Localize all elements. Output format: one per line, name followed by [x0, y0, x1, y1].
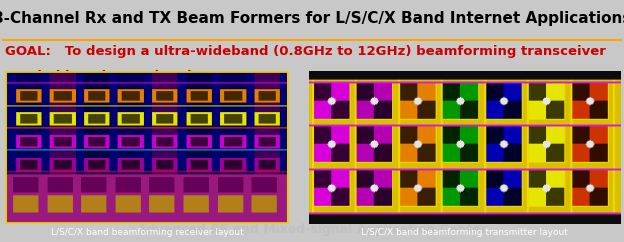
Text: L/S/C/X band beamforming receiver layout: L/S/C/X band beamforming receiver layout — [51, 228, 243, 237]
Text: L/S/C/X band beamforming transmitter layout: L/S/C/X band beamforming transmitter lay… — [361, 228, 568, 237]
Text: Funded by: Linear Signal, LLC: Funded by: Linear Signal, LLC — [5, 70, 228, 83]
Text: Advanced RF and Mixed-signal Application Center: Advanced RF and Mixed-signal Application… — [137, 223, 487, 236]
Text: 8-Channel Rx and TX Beam Formers for L/S/C/X Band Internet Applications: 8-Channel Rx and TX Beam Formers for L/S… — [0, 11, 624, 26]
Text: GOAL:   To design a ultra-wideband (0.8GHz to 12GHz) beamforming transceiver: GOAL: To design a ultra-wideband (0.8GHz… — [5, 45, 606, 58]
